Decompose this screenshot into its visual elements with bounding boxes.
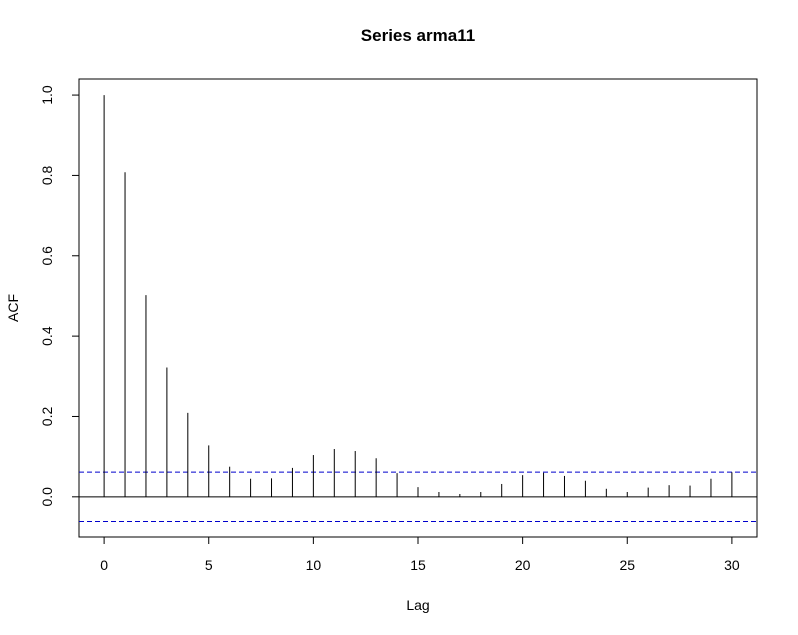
y-tick-label: 0.8 [39, 165, 55, 185]
y-tick-label: 0.0 [39, 487, 55, 507]
x-axis-label: Lag [406, 597, 429, 613]
x-tick-label: 15 [410, 557, 426, 573]
y-tick-label: 0.6 [39, 246, 55, 266]
y-axis: 0.0 0.2 0.4 0.6 0.8 1.0 [39, 85, 80, 507]
acf-marks [79, 95, 757, 523]
chart-title: Series arma11 [361, 26, 475, 45]
y-tick-label: 1.0 [39, 85, 55, 105]
x-tick-label: 0 [100, 557, 108, 573]
y-tick-label: 0.2 [39, 407, 55, 427]
x-tick-label: 30 [724, 557, 740, 573]
y-tick-label: 0.4 [39, 326, 55, 346]
x-axis: 0 5 10 15 20 25 30 [100, 536, 740, 573]
x-tick-label: 10 [306, 557, 322, 573]
x-tick-label: 20 [515, 557, 531, 573]
x-tick-label: 25 [619, 557, 635, 573]
y-axis-label: ACF [5, 294, 21, 322]
x-tick-label: 5 [205, 557, 213, 573]
